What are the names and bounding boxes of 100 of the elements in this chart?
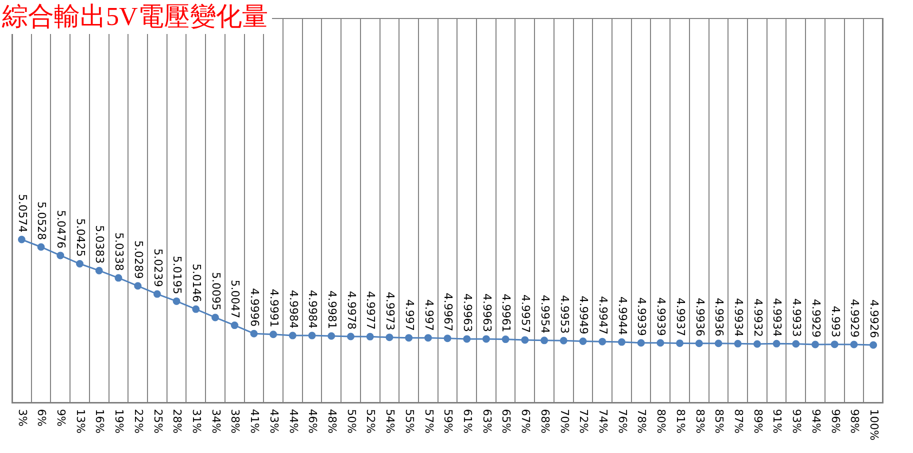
point <box>734 340 742 348</box>
data-label: 4.9937 <box>674 298 687 336</box>
x-tick-label: 80% <box>654 409 668 434</box>
point <box>424 334 432 342</box>
x-tick-label: 43% <box>267 409 280 434</box>
x-tick-label: 28% <box>170 409 184 434</box>
x-tick-label: 100% <box>867 409 880 440</box>
point <box>772 340 780 348</box>
x-tick-label: 46% <box>306 409 320 434</box>
data-label: 4.9991 <box>267 288 280 328</box>
point <box>540 336 548 344</box>
data-label: 5.0289 <box>132 240 145 279</box>
data-label: 5.0195 <box>170 256 184 294</box>
point <box>812 340 820 348</box>
x-tick-label: 6% <box>35 409 48 426</box>
x-tick-label: 19% <box>112 409 126 434</box>
x-tick-label: 48% <box>326 409 339 434</box>
x-tick-label: 67% <box>519 409 532 434</box>
point <box>153 290 161 298</box>
x-tick-label: 70% <box>558 409 571 434</box>
point <box>521 336 529 344</box>
x-tick-label: 68% <box>538 409 552 434</box>
data-label: 4.9953 <box>558 295 571 334</box>
data-label: 5.0425 <box>74 218 87 257</box>
x-tick-label: 65% <box>500 409 513 434</box>
point <box>56 252 64 260</box>
x-tick-label: 55% <box>402 409 416 434</box>
data-label: 4.9973 <box>384 292 397 330</box>
x-tick-label: 83% <box>693 409 706 434</box>
data-label: 4.9933 <box>790 298 804 337</box>
x-tick-label: 44% <box>286 409 300 434</box>
data-label: 4.9929 <box>848 299 862 338</box>
point <box>76 260 84 268</box>
point <box>598 338 606 346</box>
data-label: 5.0047 <box>228 280 242 318</box>
data-label: 5.0146 <box>190 264 204 302</box>
point <box>579 337 587 345</box>
data-label: 4.993 <box>828 306 842 338</box>
x-tick-label: 98% <box>848 409 862 434</box>
data-label: 4.9977 <box>364 291 378 330</box>
x-tick-label: 87% <box>732 409 745 434</box>
data-label: 4.9926 <box>867 299 880 338</box>
x-tick-label: 81% <box>674 409 687 434</box>
x-tick-label: 25% <box>151 409 164 434</box>
point <box>830 340 838 348</box>
point <box>308 332 316 340</box>
x-tick-label: 50% <box>344 409 358 434</box>
data-label: 4.9934 <box>770 298 784 337</box>
x-tick-label: 57% <box>422 409 436 434</box>
point <box>328 332 336 340</box>
point <box>270 330 278 338</box>
data-label: 4.9981 <box>326 290 339 330</box>
data-label: 4.9939 <box>654 297 668 336</box>
data-label: 5.0095 <box>209 272 222 310</box>
data-label: 4.9944 <box>616 296 629 336</box>
data-label: 4.9984 <box>306 290 320 329</box>
data-label: 4.9963 <box>480 293 494 332</box>
data-label: 5.0239 <box>151 248 164 288</box>
point <box>346 332 354 340</box>
x-tick-label: 13% <box>74 409 87 434</box>
x-tick-label: 91% <box>770 409 784 434</box>
point <box>250 330 258 338</box>
data-label: 4.9963 <box>460 293 474 332</box>
data-label: 5.0574 <box>16 194 29 233</box>
x-tick-label: 63% <box>480 409 494 434</box>
point <box>482 335 490 343</box>
data-label: 4.997 <box>422 299 436 331</box>
x-tick-label: 54% <box>384 409 397 434</box>
point <box>192 305 200 313</box>
data-label: 4.9957 <box>519 294 532 333</box>
point <box>502 336 510 344</box>
point <box>676 339 684 347</box>
data-label: 4.9936 <box>712 298 726 336</box>
point <box>18 236 26 244</box>
point <box>870 341 878 349</box>
point <box>444 334 452 342</box>
data-label: 4.9934 <box>732 298 745 337</box>
data-label: 4.9984 <box>286 290 300 329</box>
x-tick-label: 59% <box>442 409 455 434</box>
data-label: 4.997 <box>402 299 416 331</box>
x-tick-label: 74% <box>596 409 610 434</box>
x-tick-label: 94% <box>809 409 822 434</box>
point <box>114 274 122 282</box>
x-tick-label: 78% <box>635 409 648 434</box>
x-tick-label: 38% <box>228 409 242 434</box>
point <box>656 339 664 347</box>
point <box>463 335 471 343</box>
point <box>366 332 374 340</box>
point <box>386 334 394 342</box>
data-label: 4.9947 <box>596 296 610 335</box>
point <box>714 340 722 348</box>
x-tick-label: 41% <box>248 409 262 434</box>
x-tick-label: 72% <box>577 409 590 434</box>
data-label: 5.0528 <box>35 201 48 240</box>
x-tick-label: 89% <box>751 409 764 434</box>
x-tick-label: 16% <box>93 409 106 434</box>
point <box>405 334 413 342</box>
point <box>211 314 219 322</box>
x-tick-label: 93% <box>790 409 804 434</box>
point <box>288 332 296 340</box>
